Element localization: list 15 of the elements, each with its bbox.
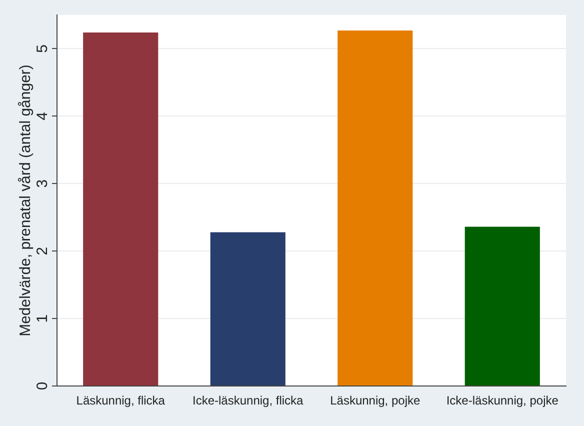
y-tick-label: 4 (34, 112, 51, 120)
y-tick-label: 5 (34, 44, 51, 53)
x-tick-label: Läskunnig, pojke (330, 394, 420, 408)
bar (464, 226, 540, 386)
y-tick-label: 1 (34, 314, 51, 323)
y-tick-label: 3 (34, 179, 51, 188)
bar (210, 232, 286, 386)
y-tick-label: 2 (34, 246, 51, 256)
y-axis-title: Medelvärde, prenatal vård (antal gånger) (17, 64, 34, 336)
x-tick-label: Läskunnig, flicka (76, 394, 166, 408)
bar (338, 30, 413, 386)
bar (83, 32, 158, 386)
x-tick-label: Icke-läskunnig, pojke (446, 394, 559, 408)
x-tick-label: Icke-läskunnig, flicka (192, 394, 304, 408)
y-tick-label: 0 (34, 382, 51, 390)
